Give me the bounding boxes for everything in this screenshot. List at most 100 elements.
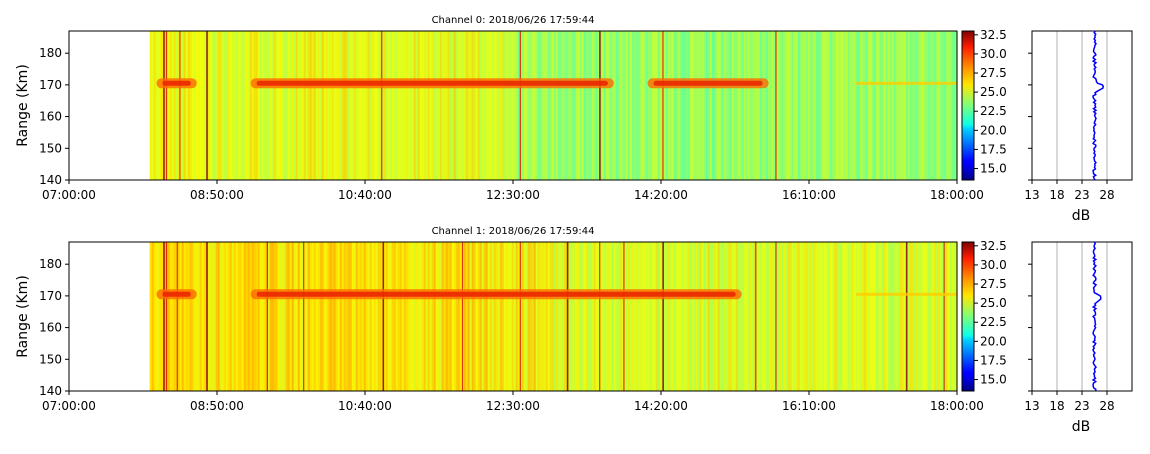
echo-layer-trace bbox=[856, 292, 957, 296]
heatmap-stripe bbox=[151, 242, 154, 391]
heatmap-stripe bbox=[527, 242, 530, 391]
heatmap-stripe bbox=[457, 242, 460, 391]
interference-line bbox=[566, 242, 569, 391]
heatmap-stripe bbox=[349, 31, 352, 180]
heatmap-stripe bbox=[411, 242, 414, 391]
heatmap-stripe bbox=[607, 242, 610, 391]
heatmap-stripe bbox=[751, 31, 754, 180]
heatmap-stripe bbox=[415, 31, 418, 180]
heatmap-stripe bbox=[557, 31, 560, 180]
heatmap-stripe bbox=[187, 242, 190, 391]
heatmap-stripe bbox=[499, 242, 502, 391]
heatmap-stripe bbox=[773, 31, 776, 180]
heatmap-stripe bbox=[941, 242, 944, 391]
y-axis-label: Range (Km) bbox=[15, 64, 31, 147]
heatmap-stripe bbox=[359, 242, 362, 391]
heatmap-stripe bbox=[733, 242, 736, 391]
interference-line bbox=[519, 31, 521, 180]
heatmap-stripe bbox=[573, 242, 576, 391]
heatmap-stripe bbox=[647, 242, 650, 391]
heatmap-stripe bbox=[641, 31, 644, 180]
heatmap-stripe bbox=[197, 31, 200, 180]
heatmap-stripe bbox=[383, 242, 386, 391]
profile-x-tick-label: 28 bbox=[1099, 399, 1114, 413]
heatmap-stripe bbox=[239, 31, 242, 180]
heatmap-stripe bbox=[531, 242, 534, 391]
heatmap-stripe bbox=[473, 31, 476, 180]
heatmap-stripe bbox=[883, 31, 886, 180]
heatmap-stripe bbox=[209, 31, 212, 180]
heatmap-stripe bbox=[807, 31, 810, 180]
heatmap-stripe bbox=[185, 31, 188, 180]
heatmap-stripe bbox=[857, 242, 860, 391]
heatmap-stripe bbox=[375, 31, 378, 180]
heatmap-stripe bbox=[453, 31, 456, 180]
heatmap-stripe bbox=[813, 242, 816, 391]
heatmap-stripe bbox=[913, 31, 916, 180]
heatmap-stripe bbox=[819, 242, 822, 391]
heatmap-stripe bbox=[571, 31, 574, 180]
heatmap-stripe bbox=[463, 31, 466, 180]
heatmap-stripe bbox=[635, 242, 638, 391]
echo-layer-core bbox=[653, 80, 763, 86]
colorbar-tick-label: 27.5 bbox=[980, 277, 1007, 291]
heatmap-stripe bbox=[419, 31, 422, 180]
heatmap-stripe bbox=[729, 31, 732, 180]
heatmap-stripe bbox=[465, 31, 468, 180]
heatmap-stripe bbox=[471, 31, 474, 180]
heatmap-stripe bbox=[853, 242, 856, 391]
heatmap-stripe bbox=[763, 242, 766, 391]
heatmap-stripe bbox=[225, 242, 228, 391]
heatmap-stripe bbox=[953, 31, 956, 180]
heatmap-stripe bbox=[491, 31, 494, 180]
heatmap-stripe bbox=[665, 31, 668, 180]
heatmap-stripe bbox=[219, 31, 222, 180]
heatmap-stripe bbox=[897, 242, 900, 391]
panel-title: Channel 1: 2018/06/26 17:59:44 bbox=[432, 226, 595, 237]
heatmap-stripe bbox=[397, 242, 400, 391]
heatmap-stripe bbox=[347, 242, 350, 391]
heatmap-stripe bbox=[173, 31, 176, 180]
heatmap-stripe bbox=[677, 242, 680, 391]
heatmap-stripe bbox=[375, 242, 378, 391]
heatmap-stripe bbox=[395, 31, 398, 180]
heatmap-stripe bbox=[763, 31, 766, 180]
heatmap-stripe bbox=[827, 31, 830, 180]
heatmap-stripe bbox=[319, 242, 322, 391]
heatmap-stripe bbox=[159, 242, 162, 391]
heatmap-stripe bbox=[781, 242, 784, 391]
heatmap-stripe bbox=[403, 242, 406, 391]
heatmap-stripe bbox=[667, 242, 670, 391]
heatmap-stripe bbox=[825, 242, 828, 391]
heatmap-stripe bbox=[715, 242, 718, 391]
heatmap-stripe bbox=[619, 31, 622, 180]
heatmap-stripe bbox=[197, 242, 200, 391]
heatmap-stripe bbox=[649, 31, 652, 180]
heatmap-stripe bbox=[443, 31, 446, 180]
heatmap-stripe bbox=[673, 242, 676, 391]
heatmap-stripe bbox=[339, 31, 342, 180]
heatmap-stripe bbox=[255, 242, 258, 391]
heatmap-stripe bbox=[741, 242, 744, 391]
heatmap-stripe bbox=[459, 31, 462, 180]
heatmap-stripe bbox=[827, 242, 830, 391]
y-tick-label: 180 bbox=[39, 257, 62, 271]
heatmap-stripe bbox=[613, 31, 616, 180]
heatmap-stripe bbox=[713, 31, 716, 180]
heatmap-stripe bbox=[607, 31, 610, 180]
heatmap-stripe bbox=[807, 242, 810, 391]
heatmap-stripe bbox=[189, 242, 192, 391]
heatmap-stripe bbox=[787, 242, 790, 391]
heatmap-stripe bbox=[305, 242, 308, 391]
heatmap-stripe bbox=[865, 242, 868, 391]
heatmap-stripe bbox=[307, 31, 310, 180]
heatmap-stripe bbox=[703, 242, 706, 391]
heatmap-stripe bbox=[409, 242, 412, 391]
heatmap-stripe bbox=[683, 242, 686, 391]
heatmap-stripe bbox=[281, 242, 284, 391]
heatmap-stripe bbox=[675, 31, 678, 180]
heatmap-stripe bbox=[811, 31, 814, 180]
heatmap-stripe bbox=[331, 31, 334, 180]
heatmap-stripe bbox=[335, 242, 338, 391]
heatmap-stripe bbox=[209, 242, 212, 391]
